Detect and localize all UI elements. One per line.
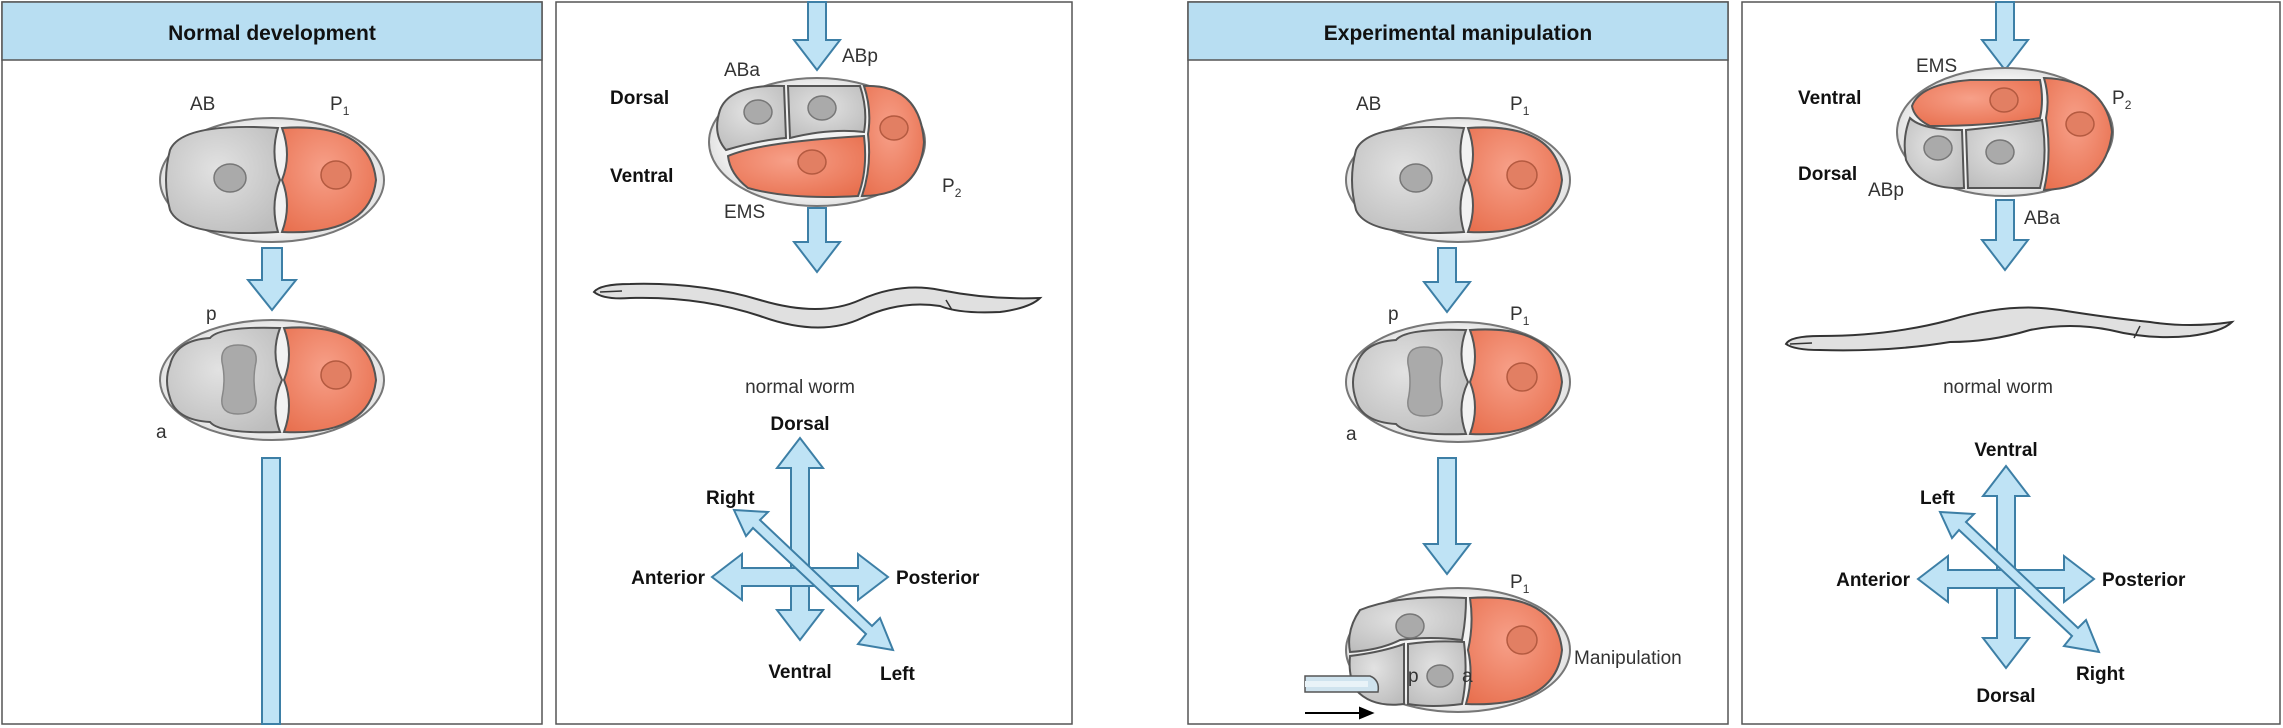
label-ABa: ABa — [724, 60, 760, 81]
caption-manipulation: Manipulation — [1574, 648, 1682, 669]
header-bar-normal — [1, 1, 543, 61]
label-P2: P2 — [2112, 88, 2132, 112]
label-EMS: EMS — [1916, 56, 1957, 77]
compass-dorsal: Dorsal — [770, 414, 829, 435]
label-dorsal: Dorsal — [610, 88, 669, 109]
label-P1: P1 — [1510, 94, 1530, 118]
axis-compass-experimental — [1916, 464, 2101, 670]
compass-right: Right — [706, 488, 755, 509]
label-p: p — [206, 304, 217, 325]
down-arrow — [1421, 247, 1473, 314]
compass-dorsal: Dorsal — [1976, 686, 2035, 707]
down-arrow — [245, 247, 299, 312]
compass-right: Right — [2076, 664, 2125, 685]
worm-experimental — [1784, 306, 2235, 352]
label-AB: AB — [190, 94, 215, 115]
label-ABp: ABp — [1868, 180, 1904, 201]
label-AB: AB — [1356, 94, 1381, 115]
compass-anterior: Anterior — [1836, 570, 1911, 591]
nucleus — [320, 160, 352, 190]
down-arrow — [1979, 199, 2031, 272]
label-dorsal: Dorsal — [1798, 164, 1857, 185]
cell-EMS — [726, 134, 867, 198]
connector-bar — [261, 457, 281, 725]
embryo-dividing-experimental — [1345, 321, 1571, 443]
label-a: a — [1346, 424, 1357, 445]
cell-P2 — [860, 84, 926, 198]
label-ventral: Ventral — [610, 166, 673, 187]
label-P2: P2 — [942, 176, 962, 200]
spindle — [221, 344, 257, 415]
compass-left: Left — [880, 664, 916, 685]
label-p: p — [1388, 304, 1399, 325]
embryo-four-cell-normal — [708, 77, 926, 207]
compass-anterior: Anterior — [631, 568, 706, 589]
nucleus — [320, 360, 352, 390]
worm-normal — [592, 282, 1043, 329]
label-P1: P1 — [1510, 572, 1530, 596]
nucleus — [213, 163, 247, 193]
label-P1: P1 — [330, 94, 350, 118]
embryo-two-cell-experimental — [1345, 117, 1571, 243]
label-ventral: Ventral — [1798, 88, 1861, 109]
embryo-manipulated — [1345, 587, 1571, 713]
axis-compass-normal — [710, 436, 895, 652]
label-EMS: EMS — [724, 202, 765, 223]
header-bar-experimental — [1187, 1, 1729, 61]
header-experimental: Experimental manipulation — [1324, 22, 1592, 45]
caption-normal-worm: normal worm — [745, 377, 855, 398]
label-P1: P1 — [1510, 304, 1530, 328]
down-arrow — [1421, 457, 1473, 576]
down-arrow — [1979, 1, 2031, 72]
micropipette — [1304, 675, 1380, 693]
label-p-manip: p — [1408, 666, 1419, 687]
embryo-dividing-normal — [159, 319, 385, 441]
down-arrow — [791, 207, 843, 274]
caption-normal-worm: normal worm — [1943, 377, 2053, 398]
compass-posterior: Posterior — [2102, 570, 2186, 591]
label-ABa: ABa — [2024, 208, 2060, 229]
compass-left: Left — [1920, 488, 1956, 509]
label-a-manip: a — [1462, 666, 1473, 687]
down-arrow — [791, 1, 843, 72]
embryo-four-cell-reversed — [1896, 67, 2114, 197]
compass-ventral: Ventral — [768, 662, 831, 683]
compass-posterior: Posterior — [896, 568, 980, 589]
label-ABp: ABp — [842, 46, 878, 67]
push-arrow — [1305, 706, 1375, 720]
header-normal: Normal development — [168, 22, 376, 45]
compass-ventral: Ventral — [1974, 440, 2037, 461]
label-a: a — [156, 422, 167, 443]
embryo-two-cell-normal — [159, 117, 385, 243]
